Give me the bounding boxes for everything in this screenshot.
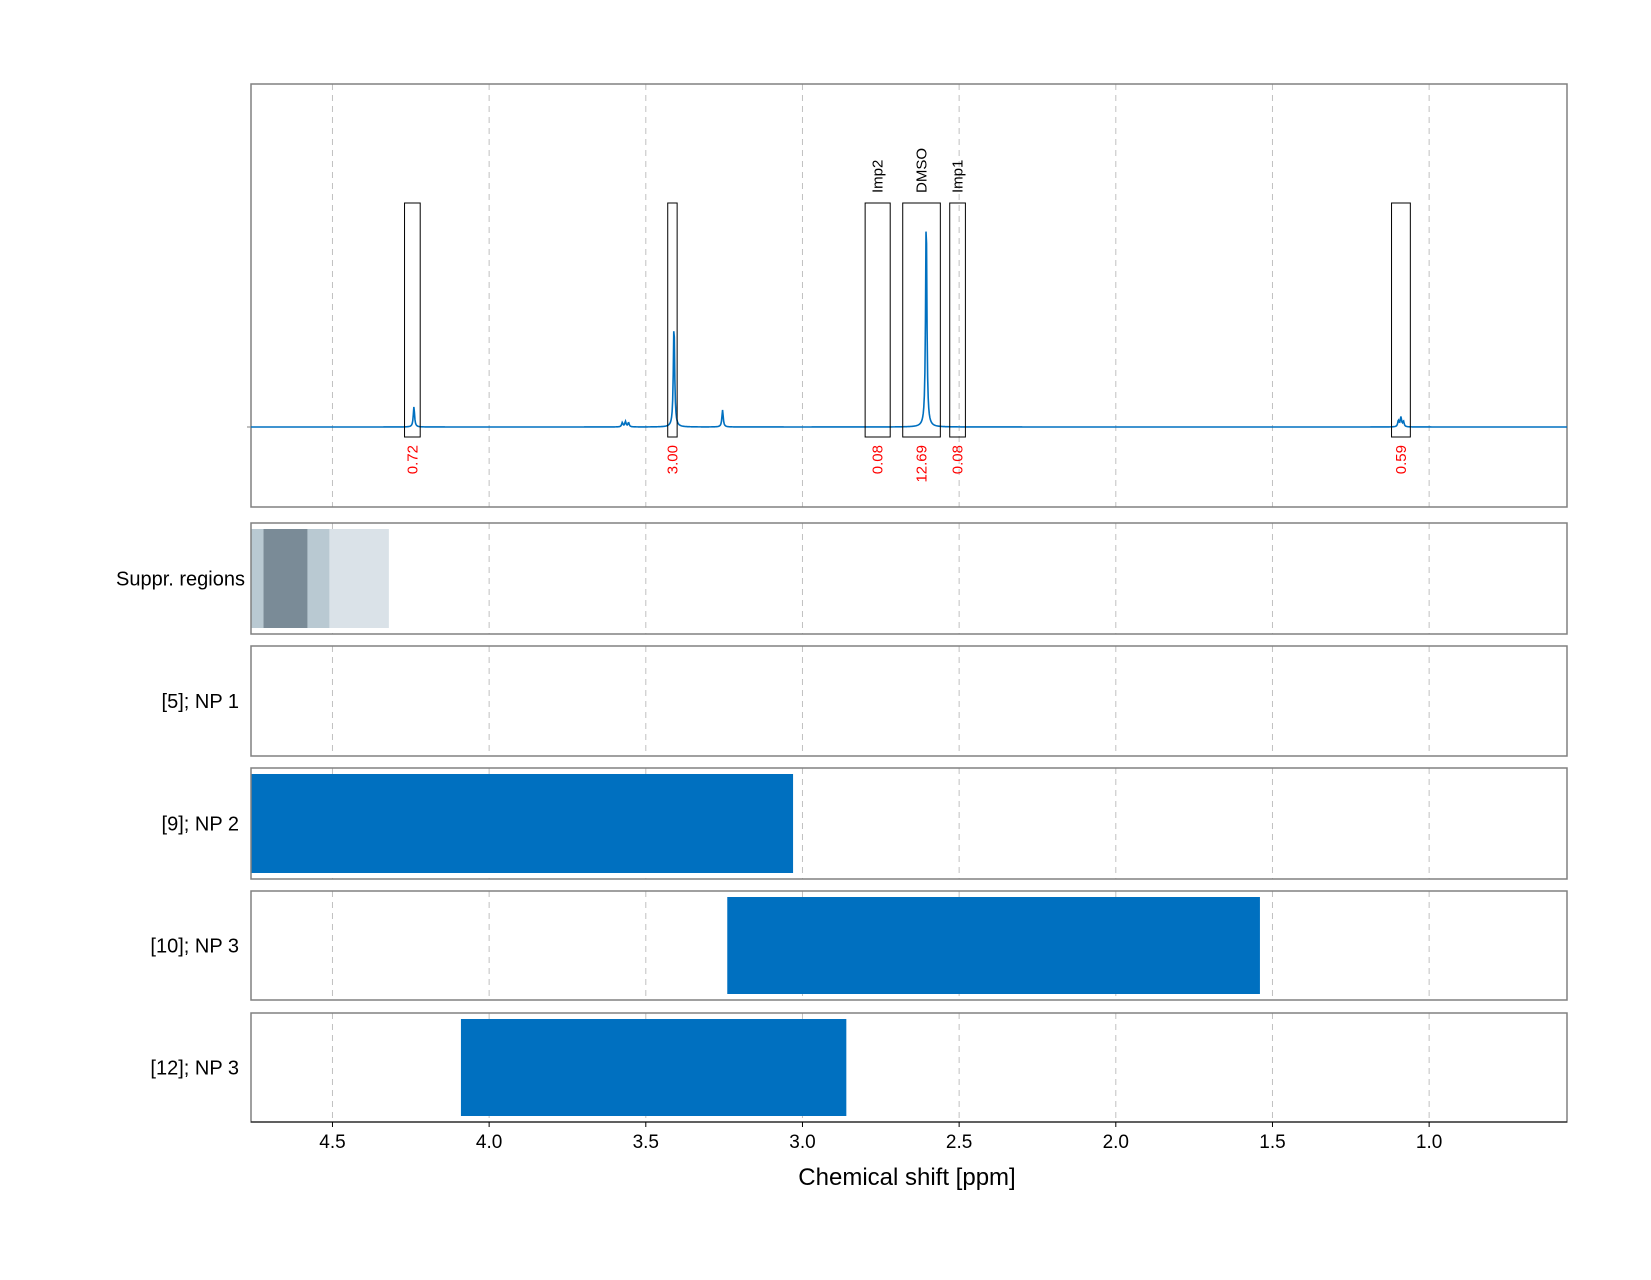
integration-box	[667, 202, 678, 438]
integral-value: 0.59	[1393, 445, 1410, 474]
track-frame	[250, 890, 1568, 1001]
track-frame	[250, 522, 1568, 635]
integral-value: 0.08	[950, 445, 967, 474]
region-label: Imp2	[870, 160, 887, 193]
x-axis-label: Chemical shift [ppm]	[798, 1164, 1015, 1191]
range-bar	[727, 897, 1260, 994]
x-tick-label: 1.0	[1416, 1132, 1442, 1153]
integral-value: 0.72	[404, 445, 421, 474]
suppression-region	[263, 529, 308, 628]
integration-box	[902, 202, 941, 438]
track-label: [12]; NP 3	[150, 1058, 239, 1080]
integration-box	[404, 202, 421, 438]
x-tick-label: 3.5	[633, 1132, 659, 1153]
track-frame	[250, 645, 1568, 757]
x-tick-label: 3.0	[789, 1132, 815, 1153]
integration-box	[864, 202, 891, 438]
x-axis: 4.5 4.0 3.5 3.0 2.5 2.0 1.5 1.0	[251, 1121, 1567, 1153]
x-tick-label: 1.5	[1259, 1132, 1285, 1153]
track-label: [5]; NP 1	[162, 691, 239, 713]
track-frame	[250, 1012, 1568, 1123]
spectrum-line	[251, 231, 1567, 428]
range-bar	[460, 1019, 847, 1116]
range-bar	[251, 774, 794, 873]
integration-box	[949, 202, 966, 438]
spectrum-frame	[250, 83, 1568, 508]
region-label: DMSO	[914, 148, 931, 193]
track-frame	[250, 767, 1568, 880]
integral-value: 12.69	[914, 445, 931, 483]
x-tick-label: 2.0	[1103, 1132, 1129, 1153]
spectrum-panel: 0.72 3.00 0.08 Imp2 12.69 DMSO 0.08 Imp1 0.59	[247, 83, 1568, 508]
integral-value: 3.00	[664, 445, 681, 474]
track-label: [9]; NP 2	[162, 814, 239, 836]
x-tick-label: 2.5	[946, 1132, 972, 1153]
track-label: [10]; NP 3	[150, 936, 239, 958]
x-tick-label: 4.0	[476, 1132, 502, 1153]
integral-value: 0.08	[870, 445, 887, 474]
region-label: Imp1	[950, 160, 967, 193]
integration-box	[1391, 202, 1411, 438]
x-tick-label: 4.5	[319, 1132, 345, 1153]
track-label: Suppr. regions	[116, 569, 245, 591]
tracks: Suppr. regions [5]; NP 1 [9]; NP 2 [10]; NP…	[116, 522, 1568, 1123]
grid-lines	[331, 84, 1430, 1122]
